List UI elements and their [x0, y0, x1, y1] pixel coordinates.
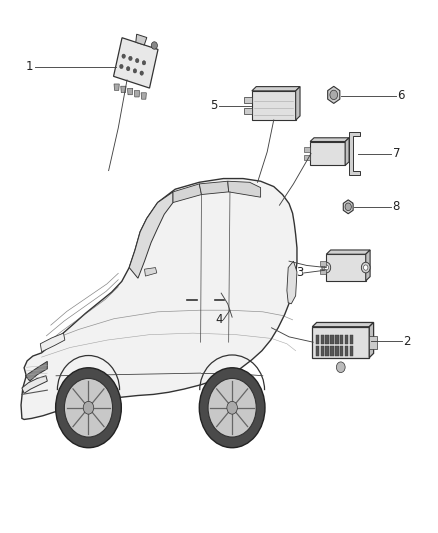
Polygon shape — [141, 93, 146, 99]
Circle shape — [345, 203, 351, 211]
Text: 6: 6 — [397, 90, 405, 102]
Circle shape — [208, 378, 256, 437]
Polygon shape — [244, 97, 252, 103]
Polygon shape — [345, 138, 349, 165]
Polygon shape — [173, 184, 201, 203]
Circle shape — [122, 54, 125, 58]
Circle shape — [135, 59, 139, 63]
Bar — [325, 346, 329, 356]
Bar — [335, 346, 339, 356]
Bar — [340, 346, 343, 356]
Polygon shape — [343, 200, 353, 214]
Circle shape — [330, 90, 338, 100]
Polygon shape — [326, 250, 370, 254]
Polygon shape — [310, 138, 349, 142]
Polygon shape — [121, 86, 126, 93]
Circle shape — [151, 42, 157, 49]
Text: 5: 5 — [210, 99, 217, 112]
Text: 3: 3 — [297, 266, 304, 279]
Circle shape — [324, 265, 328, 270]
Circle shape — [56, 368, 121, 448]
Polygon shape — [326, 254, 366, 281]
Bar — [316, 346, 319, 356]
Bar — [321, 335, 324, 344]
Bar — [340, 335, 343, 344]
Polygon shape — [127, 88, 133, 95]
Circle shape — [83, 401, 94, 414]
Bar — [316, 335, 319, 344]
Polygon shape — [366, 250, 370, 281]
Polygon shape — [369, 336, 377, 349]
Bar — [330, 335, 334, 344]
Text: 2: 2 — [403, 335, 410, 348]
Circle shape — [322, 262, 331, 273]
Circle shape — [64, 378, 113, 437]
Circle shape — [336, 362, 345, 373]
Bar — [321, 346, 324, 356]
Polygon shape — [136, 34, 147, 45]
Circle shape — [364, 265, 368, 270]
Circle shape — [120, 64, 123, 69]
Polygon shape — [114, 84, 119, 91]
Polygon shape — [349, 132, 360, 175]
Polygon shape — [40, 333, 65, 352]
Text: 1: 1 — [26, 60, 34, 73]
Polygon shape — [328, 86, 340, 103]
Polygon shape — [244, 108, 252, 114]
Polygon shape — [252, 86, 300, 91]
Polygon shape — [320, 269, 326, 274]
Bar — [350, 335, 353, 344]
Bar — [350, 346, 353, 356]
Polygon shape — [287, 261, 297, 304]
Circle shape — [127, 67, 130, 71]
Polygon shape — [25, 361, 47, 381]
Polygon shape — [296, 86, 300, 120]
Text: 8: 8 — [393, 200, 400, 213]
Circle shape — [227, 401, 237, 414]
Bar — [335, 335, 339, 344]
Circle shape — [199, 368, 265, 448]
Bar — [325, 335, 329, 344]
Polygon shape — [312, 322, 374, 327]
Polygon shape — [320, 261, 326, 266]
Bar — [345, 346, 348, 356]
Polygon shape — [304, 155, 310, 160]
Polygon shape — [145, 268, 157, 276]
Polygon shape — [22, 376, 47, 393]
Polygon shape — [21, 179, 297, 419]
Polygon shape — [310, 142, 345, 165]
Circle shape — [129, 56, 132, 61]
Circle shape — [142, 61, 146, 65]
Circle shape — [133, 69, 137, 73]
Circle shape — [140, 71, 144, 75]
Polygon shape — [199, 181, 229, 195]
Polygon shape — [129, 192, 173, 278]
Polygon shape — [304, 147, 310, 152]
Polygon shape — [312, 327, 369, 358]
Bar — [345, 335, 348, 344]
Bar — [330, 346, 334, 356]
Circle shape — [361, 262, 370, 273]
Polygon shape — [252, 91, 296, 120]
Polygon shape — [228, 181, 261, 197]
Polygon shape — [113, 38, 158, 88]
Polygon shape — [369, 322, 374, 358]
Polygon shape — [134, 91, 140, 97]
Text: 4: 4 — [215, 313, 223, 326]
Text: 7: 7 — [392, 147, 400, 160]
